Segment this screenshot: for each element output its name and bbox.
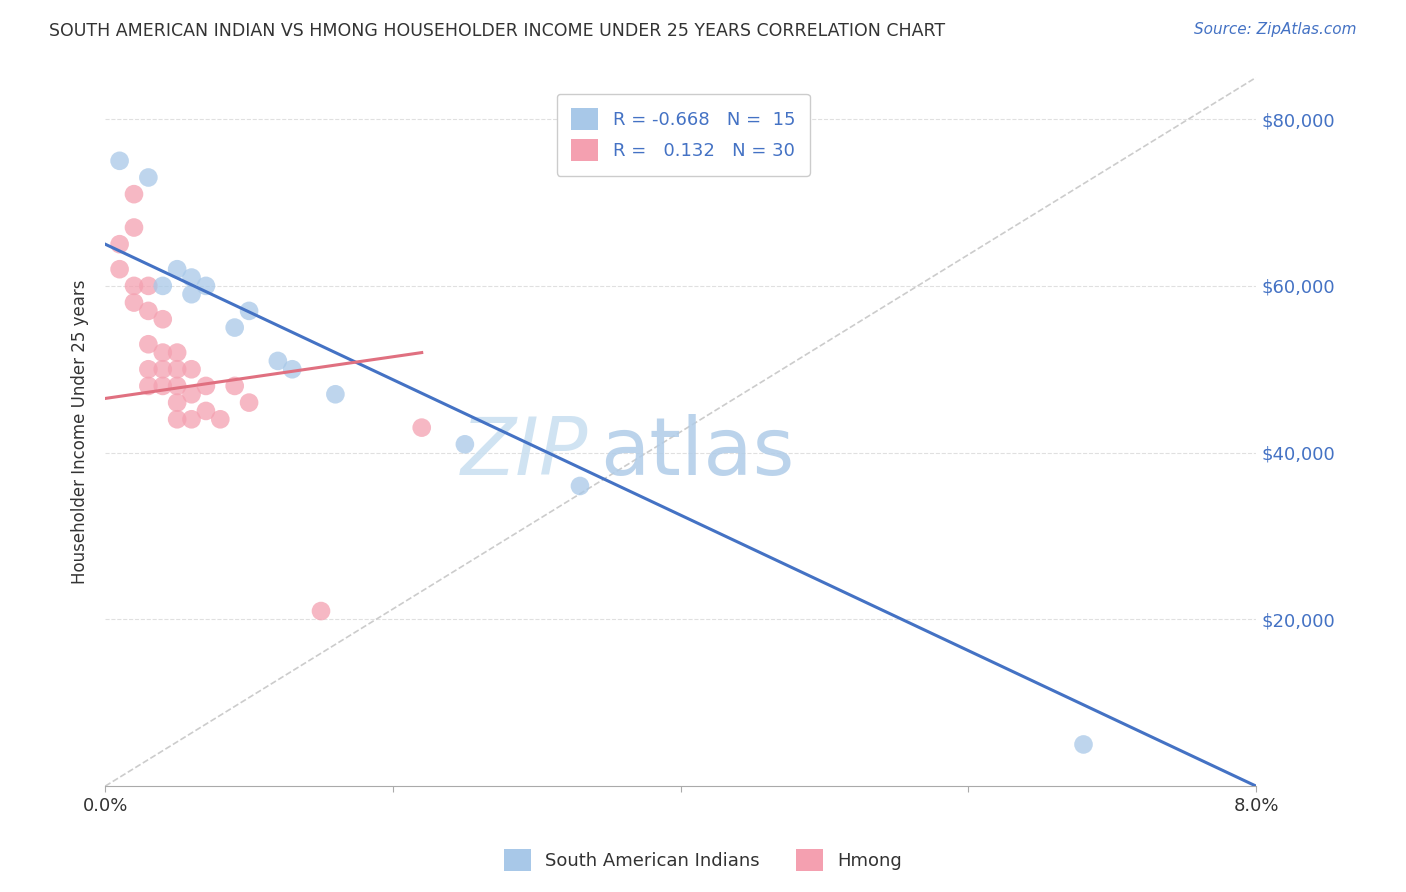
Point	[122, 187, 145, 202]
Point	[138, 170, 160, 185]
Point	[138, 362, 160, 376]
Point	[122, 278, 145, 293]
Y-axis label: Householder Income Under 25 years: Householder Income Under 25 years	[72, 279, 89, 584]
Point	[152, 278, 174, 293]
Point	[238, 304, 260, 318]
Point	[568, 479, 591, 493]
Point	[180, 412, 202, 426]
Text: SOUTH AMERICAN INDIAN VS HMONG HOUSEHOLDER INCOME UNDER 25 YEARS CORRELATION CHA: SOUTH AMERICAN INDIAN VS HMONG HOUSEHOLD…	[49, 22, 945, 40]
Point	[194, 404, 217, 418]
Point	[224, 379, 246, 393]
Point	[108, 237, 131, 252]
Text: Source: ZipAtlas.com: Source: ZipAtlas.com	[1194, 22, 1357, 37]
Point	[152, 312, 174, 326]
Point	[194, 278, 217, 293]
Point	[166, 362, 188, 376]
Point	[166, 345, 188, 359]
Point	[138, 304, 160, 318]
Point	[108, 153, 131, 168]
Point	[166, 379, 188, 393]
Point	[309, 604, 332, 618]
Text: ZIP: ZIP	[461, 414, 589, 492]
Point	[180, 387, 202, 401]
Point	[281, 362, 304, 376]
Legend: R = -0.668   N =  15, R =   0.132   N = 30: R = -0.668 N = 15, R = 0.132 N = 30	[557, 94, 810, 176]
Point	[166, 412, 188, 426]
Point	[152, 362, 174, 376]
Point	[411, 420, 433, 434]
Point	[152, 379, 174, 393]
Point	[180, 270, 202, 285]
Point	[138, 278, 160, 293]
Point	[138, 337, 160, 351]
Point	[454, 437, 477, 451]
Point	[194, 379, 217, 393]
Text: atlas: atlas	[600, 414, 794, 492]
Point	[224, 320, 246, 334]
Point	[267, 354, 290, 368]
Point	[122, 295, 145, 310]
Point	[138, 379, 160, 393]
Point	[152, 345, 174, 359]
Point	[180, 287, 202, 301]
Point	[209, 412, 232, 426]
Point	[238, 395, 260, 409]
Point	[325, 387, 347, 401]
Point	[180, 362, 202, 376]
Point	[166, 262, 188, 277]
Point	[166, 395, 188, 409]
Point	[108, 262, 131, 277]
Legend: South American Indians, Hmong: South American Indians, Hmong	[496, 842, 910, 879]
Point	[122, 220, 145, 235]
Point	[1073, 738, 1095, 752]
